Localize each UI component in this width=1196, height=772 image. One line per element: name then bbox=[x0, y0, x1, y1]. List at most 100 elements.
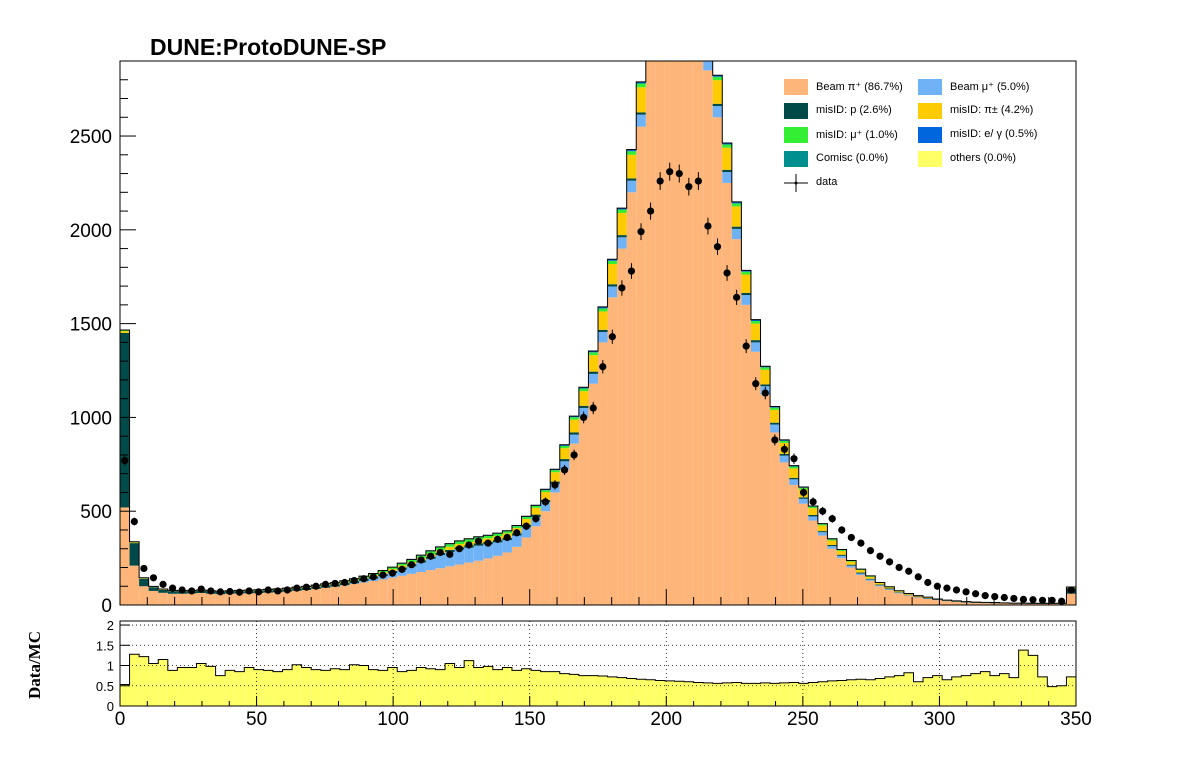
histogram-bar bbox=[626, 154, 637, 179]
histogram-bar bbox=[980, 603, 990, 605]
legend-label: Beam π⁺ (86.7%) bbox=[816, 81, 903, 93]
histogram-bar bbox=[655, 28, 665, 30]
histogram-bar bbox=[731, 203, 742, 207]
histogram-bar bbox=[483, 558, 493, 605]
data-point bbox=[283, 586, 291, 594]
histogram-bar bbox=[827, 540, 837, 545]
chart-title: DUNE:ProtoDUNE-SP bbox=[150, 34, 387, 60]
legend-swatch bbox=[918, 151, 942, 167]
ratio-bar bbox=[292, 664, 302, 706]
histogram-bar bbox=[684, 0, 694, 1]
histogram-bar bbox=[808, 508, 818, 515]
histogram-bar bbox=[598, 332, 608, 343]
histogram-bar bbox=[569, 417, 579, 420]
ratio-bar bbox=[167, 670, 178, 706]
y-tick-label: 2000 bbox=[70, 221, 112, 242]
data-point bbox=[350, 577, 358, 585]
histogram-bar bbox=[951, 601, 962, 605]
ratio-bar bbox=[703, 682, 713, 706]
ratio-bar bbox=[531, 670, 541, 706]
histogram-bar bbox=[789, 477, 799, 480]
ratio-bar bbox=[578, 675, 589, 706]
histogram-bar bbox=[694, 11, 704, 37]
data-point bbox=[388, 569, 397, 577]
ratio-bar bbox=[674, 681, 685, 706]
data-point bbox=[580, 413, 588, 422]
histogram-bar bbox=[989, 603, 1000, 605]
histogram-bar bbox=[731, 239, 742, 605]
histogram-bar bbox=[750, 340, 761, 343]
ratio-bar bbox=[550, 671, 560, 706]
ratio-bar bbox=[722, 682, 732, 706]
data-point bbox=[436, 548, 444, 557]
data-point bbox=[1010, 594, 1018, 603]
data-point bbox=[503, 533, 511, 542]
histogram-bar bbox=[588, 373, 598, 384]
histogram-bar bbox=[817, 524, 828, 526]
data-point bbox=[589, 404, 597, 412]
histogram-bar bbox=[970, 602, 981, 605]
data-point bbox=[704, 222, 712, 230]
histogram-bar bbox=[636, 114, 646, 127]
ratio-bar bbox=[1009, 677, 1019, 706]
histogram-bar bbox=[225, 593, 235, 605]
histogram-bar bbox=[798, 498, 809, 504]
ratio-bars bbox=[120, 649, 1076, 706]
histogram-bar bbox=[569, 432, 579, 435]
histogram-bar bbox=[492, 533, 503, 536]
ratio-bar bbox=[913, 681, 924, 706]
histogram-bar bbox=[559, 469, 570, 605]
histogram-bar bbox=[703, 70, 713, 605]
ratio-y-tick-label: 1 bbox=[107, 659, 114, 674]
histogram-bar bbox=[359, 582, 369, 605]
ratio-bar bbox=[129, 654, 140, 706]
ratio-bar bbox=[339, 669, 350, 706]
data-point bbox=[962, 588, 970, 596]
data-point bbox=[1000, 593, 1008, 602]
histogram-bar bbox=[540, 490, 551, 493]
histogram-bar bbox=[129, 542, 140, 544]
legend-swatch bbox=[918, 103, 942, 119]
histogram-bar bbox=[435, 568, 446, 605]
histogram-bar bbox=[464, 539, 474, 542]
data-point bbox=[293, 584, 301, 592]
ratio-frame bbox=[119, 620, 1077, 707]
ratio-bar bbox=[473, 667, 484, 706]
data-point bbox=[226, 587, 234, 596]
data-point bbox=[618, 284, 626, 292]
histogram-bar bbox=[712, 75, 723, 77]
legend-swatch bbox=[918, 79, 942, 95]
histogram-bar bbox=[301, 589, 312, 605]
histogram-bar bbox=[770, 432, 780, 605]
legend: Beam π⁺ (86.7%) Beam μ⁺ (5.0%) misID: p … bbox=[778, 72, 1078, 204]
data-point bbox=[790, 455, 798, 463]
histogram-bar bbox=[817, 532, 828, 536]
ratio-bar bbox=[387, 667, 398, 706]
histogram-bar bbox=[712, 117, 723, 605]
data-point bbox=[178, 586, 186, 594]
histogram-bar bbox=[397, 575, 407, 605]
ratio-bar bbox=[569, 674, 579, 706]
data-point bbox=[321, 580, 330, 588]
histogram-bar bbox=[770, 407, 780, 410]
histogram-bar bbox=[808, 520, 818, 605]
ratio-bar bbox=[865, 679, 876, 706]
ratio-bar bbox=[148, 663, 159, 706]
histogram-bar bbox=[646, 16, 656, 20]
histogram-bar bbox=[445, 544, 455, 547]
histogram-bar bbox=[846, 560, 857, 562]
histogram-bar bbox=[588, 355, 598, 372]
legend-label: misID: π± (4.2%) bbox=[950, 104, 1034, 116]
ratio-bar bbox=[139, 656, 149, 706]
histogram-bar bbox=[779, 462, 790, 605]
histogram-bar bbox=[588, 371, 598, 374]
histogram-bar bbox=[694, 37, 704, 39]
histogram-bar bbox=[827, 544, 837, 547]
stacked-bars bbox=[120, 0, 1076, 605]
histogram-bar bbox=[875, 585, 885, 587]
legend-label: others (0.0%) bbox=[950, 152, 1017, 164]
histogram-bar bbox=[158, 589, 168, 593]
histogram-bar bbox=[540, 492, 551, 500]
histogram-bar bbox=[617, 209, 627, 213]
histogram-bar bbox=[665, 20, 675, 32]
